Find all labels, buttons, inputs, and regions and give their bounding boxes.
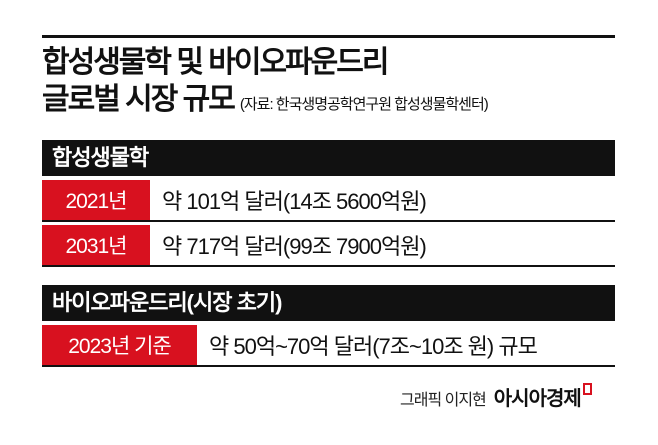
top-rule [42, 35, 615, 38]
brand-logo: 아시아경제 [493, 388, 582, 410]
market-value: 약 50억~70억 달러(7조~10조 원) 규모 [209, 334, 538, 359]
title-line-1: 합성생물학 및 바이오파운드리 [42, 46, 389, 79]
year-label: 2031년 [42, 225, 150, 265]
table-row: 2031년 약 717억 달러(99조 7900억원) [42, 225, 615, 267]
footer: 그래픽 이지현 아시아경제 [400, 382, 592, 411]
graphic-credit: 그래픽 이지현 [400, 392, 487, 409]
title-line-2: 글로벌 시장 규모 (자료: 한국생명공학연구원 합성생물학센터) [42, 83, 489, 122]
year-label: 2023년 기준 [42, 325, 197, 365]
section-header-synthetic-biology: 합성생물학 [42, 140, 615, 176]
title-line-2-text: 글로벌 시장 규모 [42, 83, 236, 116]
year-label: 2021년 [42, 180, 150, 220]
source-note: (자료: 한국생명공학연구원 합성생물학센터) [239, 96, 489, 113]
brand-mark-icon [582, 383, 592, 395]
section-header-biofoundry: 바이오파운드리(시장 초기) [42, 285, 615, 321]
market-value: 약 717억 달러(99조 7900억원) [162, 234, 427, 259]
market-value: 약 101억 달러(14조 5600억원) [162, 189, 427, 214]
table-row: 2021년 약 101억 달러(14조 5600억원) [42, 180, 615, 222]
table-row: 2023년 기준 약 50억~70억 달러(7조~10조 원) 규모 [42, 325, 615, 367]
